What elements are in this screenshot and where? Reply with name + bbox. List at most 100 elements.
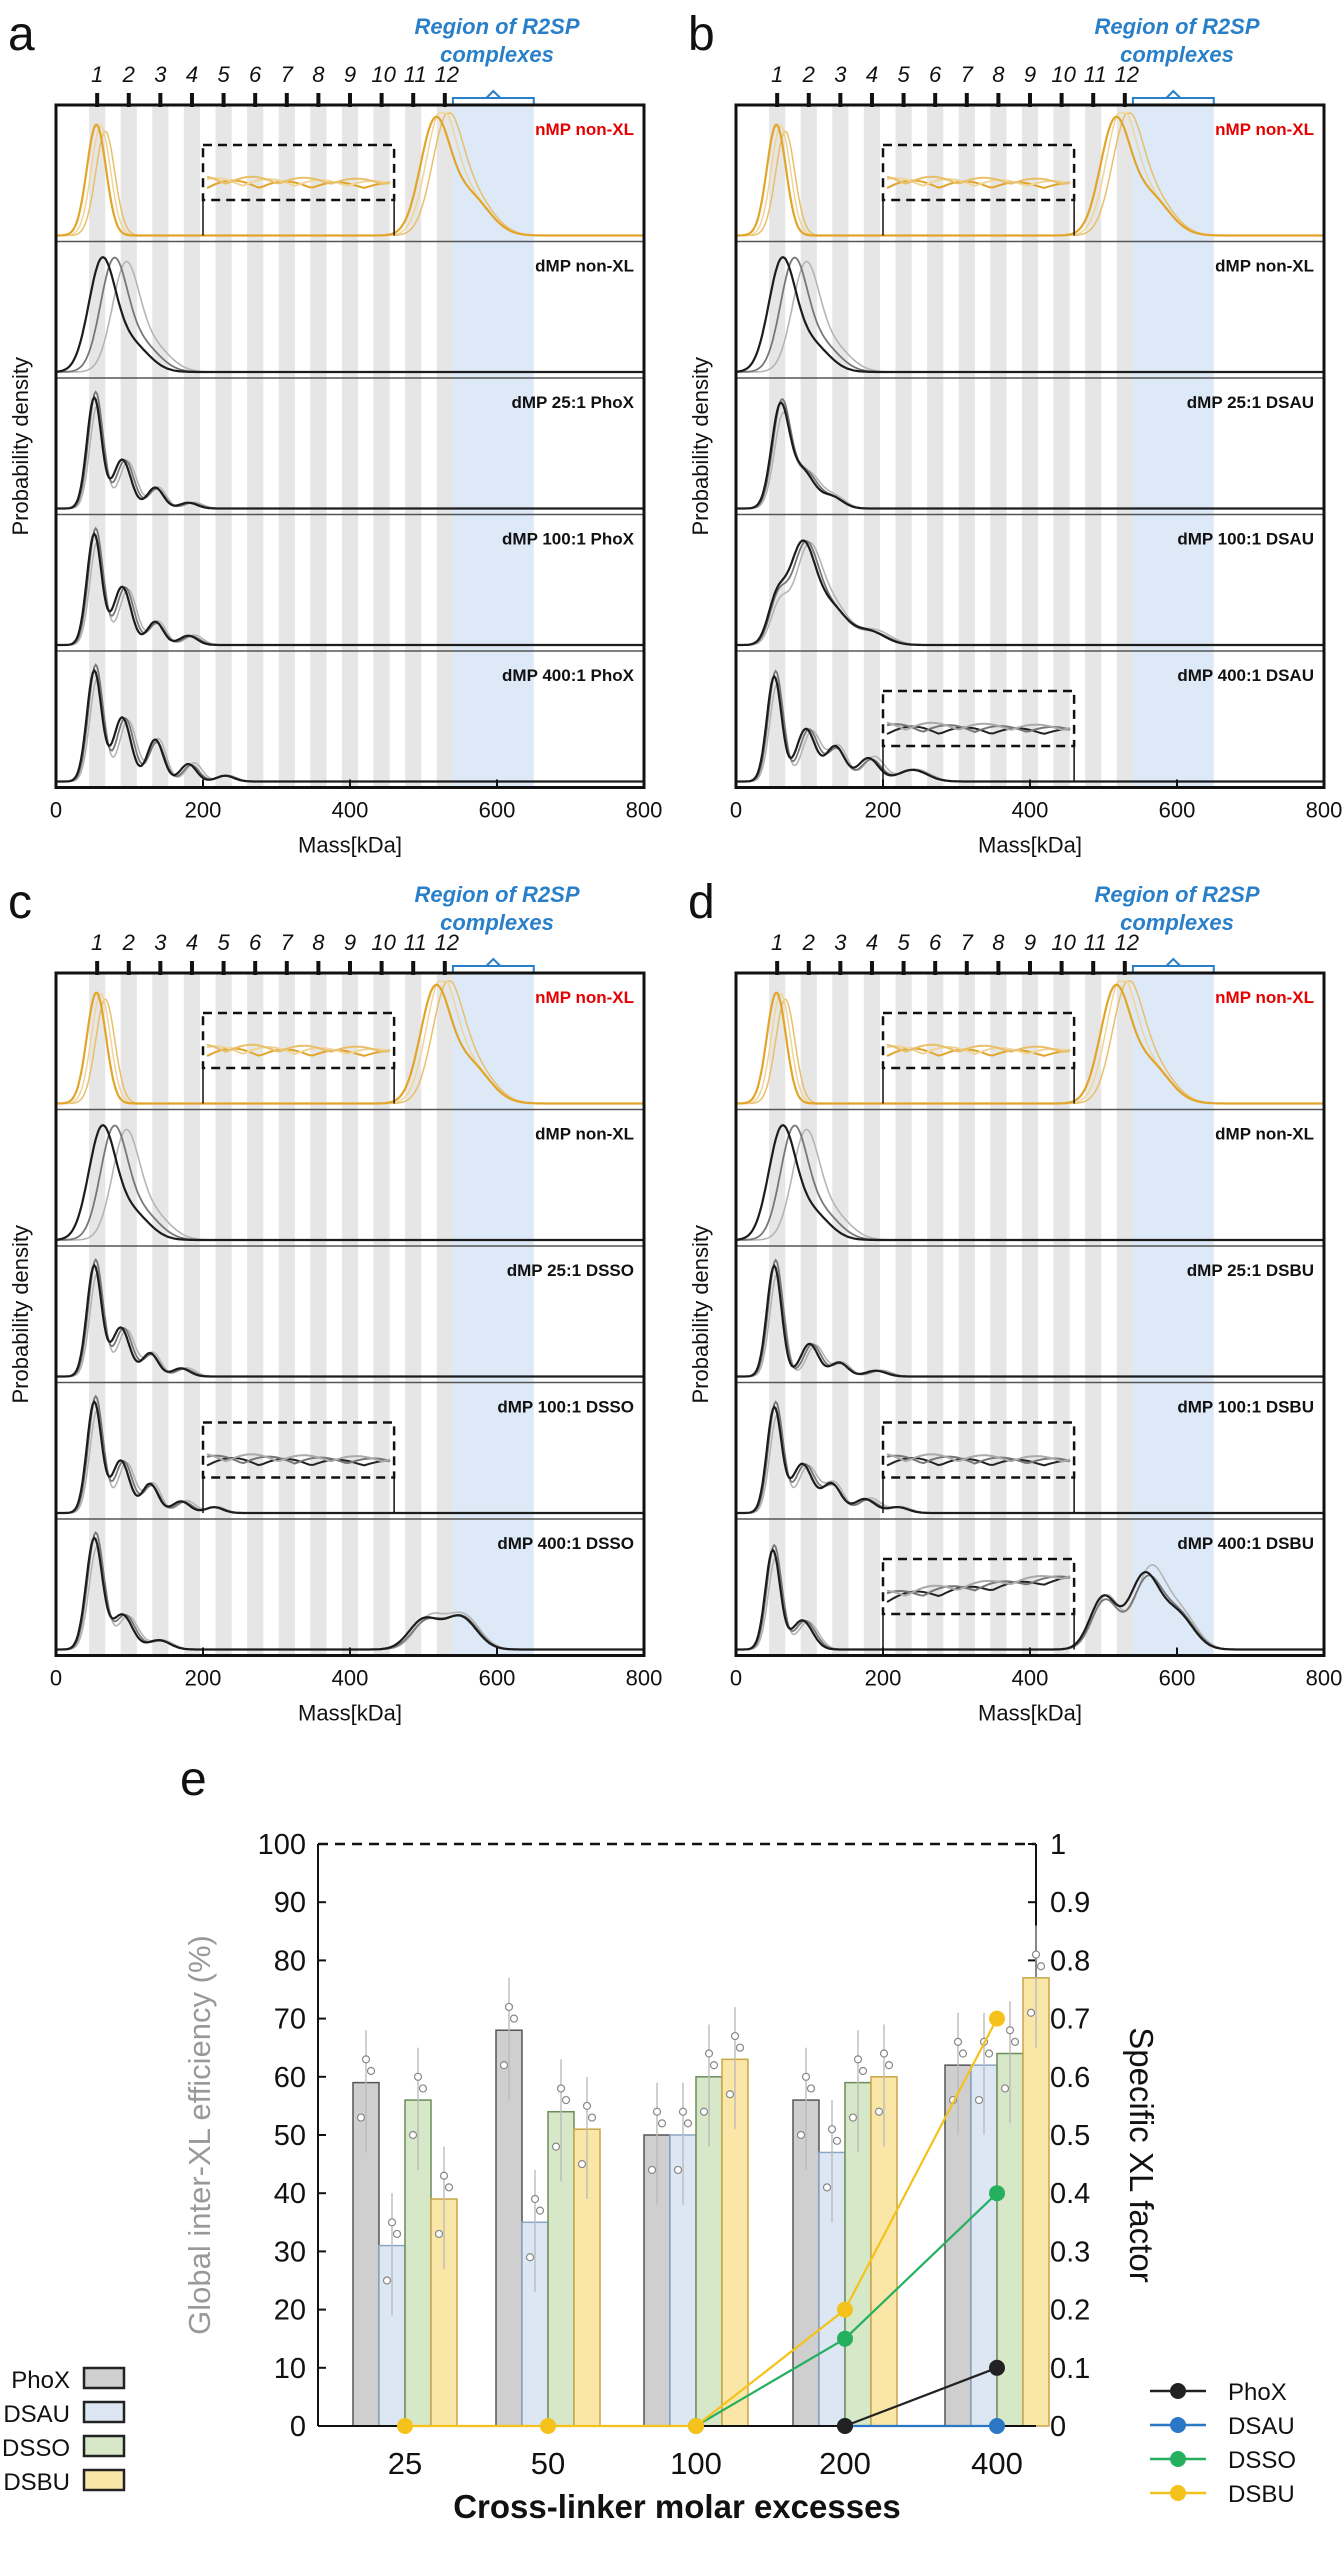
replicate-point <box>387 2218 397 2227</box>
replicate-point <box>725 2090 735 2099</box>
y-tick-label: 0 <box>290 2411 306 2443</box>
y2-tick-label: 0.7 <box>1050 2004 1090 2036</box>
oligomer-stripe <box>1021 105 1039 788</box>
oligomer-stripe <box>310 973 327 1656</box>
oligomer-stripe <box>183 973 201 1656</box>
oligomer-stripe <box>769 973 786 1656</box>
region-label: Region of R2SP <box>1094 14 1259 39</box>
zoom-inset-trace <box>886 1043 1071 1054</box>
oligomer-tick-row: 1 2 3 4 5 6 7 8 9 10 11 12 <box>91 62 459 107</box>
xl-factor-point-dsso <box>989 2185 1005 2202</box>
trace-row-label: dMP 100:1 PhoX <box>502 530 635 549</box>
oligomer-label: 6 <box>249 62 262 87</box>
replicate-point <box>673 2165 683 2175</box>
trace-row: dMP 25:1 DSSO <box>56 1258 644 1378</box>
oligomer-label: 1 <box>91 62 103 87</box>
zoom-inset-box <box>201 143 396 202</box>
x-tick-label: 600 <box>1159 1666 1196 1691</box>
r2sp-region-band <box>452 973 534 1656</box>
replicate-point <box>413 2072 423 2081</box>
oligomer-stripe <box>310 105 327 788</box>
x-tick-label: 200 <box>185 798 222 823</box>
oligomer-tick-row: 1 2 3 4 5 6 7 8 9 10 11 12 <box>771 930 1139 975</box>
r2sp-region-band <box>452 105 534 788</box>
zoom-inset-trace <box>886 1454 1071 1465</box>
xl-factor-point-dsbu <box>837 2301 853 2318</box>
oligomer-stripe <box>405 973 422 1656</box>
oligomer-label: 9 <box>344 930 356 955</box>
density-trace <box>55 256 644 374</box>
oligomer-label: 11 <box>1084 930 1107 955</box>
line-legend: PhoX DSAU DSSO DSBU <box>1150 2379 1296 2508</box>
y2-tick-label: 0.5 <box>1050 2120 1090 2152</box>
trace-row-label: dMP 400:1 DSSO <box>497 1534 634 1553</box>
zoom-inset-trace <box>206 1043 391 1054</box>
trace-row-label: dMP 25:1 DSSO <box>507 1261 634 1280</box>
zoom-inset-trace <box>886 1047 1071 1057</box>
oligomer-stripe <box>278 105 295 788</box>
zoom-inset <box>881 1011 1076 1104</box>
oligomer-label: 11 <box>404 930 427 955</box>
oligomer-label: 11 <box>1084 62 1107 87</box>
category-label: 50 <box>531 2446 565 2481</box>
oligomer-stripe <box>89 105 106 788</box>
oligomer-stripe <box>215 105 232 788</box>
oligomer-label: 5 <box>897 62 910 87</box>
oligomer-label: 4 <box>186 62 198 87</box>
panel-letter: c <box>8 876 32 929</box>
xl-factor-point-phox <box>989 2359 1005 2376</box>
zoom-inset-trace <box>206 175 391 186</box>
replicate-point <box>796 2130 806 2140</box>
panel-letter: d <box>688 876 715 929</box>
replicate-point <box>1005 2026 1015 2035</box>
oligomer-stripe <box>1116 105 1133 788</box>
region-bracket-line <box>451 97 535 104</box>
oligomer-stripe <box>1053 973 1070 1656</box>
oligomer-label: 12 <box>435 62 459 87</box>
region-bracket: Region of R2SP complexes <box>1094 882 1260 972</box>
oligomer-label: 9 <box>344 62 356 87</box>
oligomer-stripe <box>832 105 849 788</box>
region-label: Region of R2SP <box>414 14 579 39</box>
replicate-point <box>678 2107 688 2116</box>
oligomer-stripe <box>800 105 817 788</box>
zoom-inset-box <box>881 689 1076 748</box>
bar-legend-label: DSBU <box>3 2469 70 2496</box>
zoom-inset-trace <box>206 1456 391 1467</box>
trace-row-label: dMP 25:1 DSAU <box>1187 393 1314 412</box>
trace-row: dMP non-XL <box>735 256 1324 374</box>
replicate-point <box>1036 1962 1046 1971</box>
xl-factor-point-dsbu <box>989 2010 1005 2027</box>
oligomer-label: 2 <box>122 930 135 955</box>
x-tick-label: 400 <box>332 1666 369 1691</box>
x-tick-label: 200 <box>185 1666 222 1691</box>
oligomer-label: 12 <box>1115 62 1139 87</box>
oligomer-label: 4 <box>186 930 198 955</box>
x-axis-title: Mass[kDa] <box>298 1701 402 1726</box>
y2-tick-label: 0.1 <box>1050 2353 1090 2385</box>
region-label: complexes <box>440 910 554 935</box>
replicate-point <box>806 2084 816 2093</box>
density-trace <box>56 531 644 647</box>
oligomer-label: 7 <box>281 930 294 955</box>
oligomer-stripe <box>373 105 390 788</box>
y2-tick-label: 0.6 <box>1050 2062 1090 2094</box>
replicate-point <box>853 2055 863 2064</box>
line-legend-label: DSAU <box>1228 2413 1295 2440</box>
trace-row-label: nMP non-XL <box>535 120 634 139</box>
y-tick-label: 50 <box>274 2120 306 2152</box>
x-tick-label: 200 <box>865 798 902 823</box>
bar-legend-swatch <box>82 2468 126 2492</box>
density-trace <box>55 1124 644 1242</box>
x-tick-label: 400 <box>1012 1666 1049 1691</box>
replicate-point <box>535 2206 545 2215</box>
oligomer-label: 7 <box>961 930 974 955</box>
oligomer-label: 11 <box>404 62 427 87</box>
zoom-inset-trace <box>886 1453 1071 1463</box>
line-legend-label: DSBU <box>1228 2481 1295 2508</box>
replicate-point <box>366 2066 376 2076</box>
y-tick-label: 90 <box>274 1887 306 1919</box>
category-label: 25 <box>388 2446 422 2481</box>
replicate-point <box>1031 1950 1041 1959</box>
y-tick-label: 80 <box>274 1945 306 1977</box>
